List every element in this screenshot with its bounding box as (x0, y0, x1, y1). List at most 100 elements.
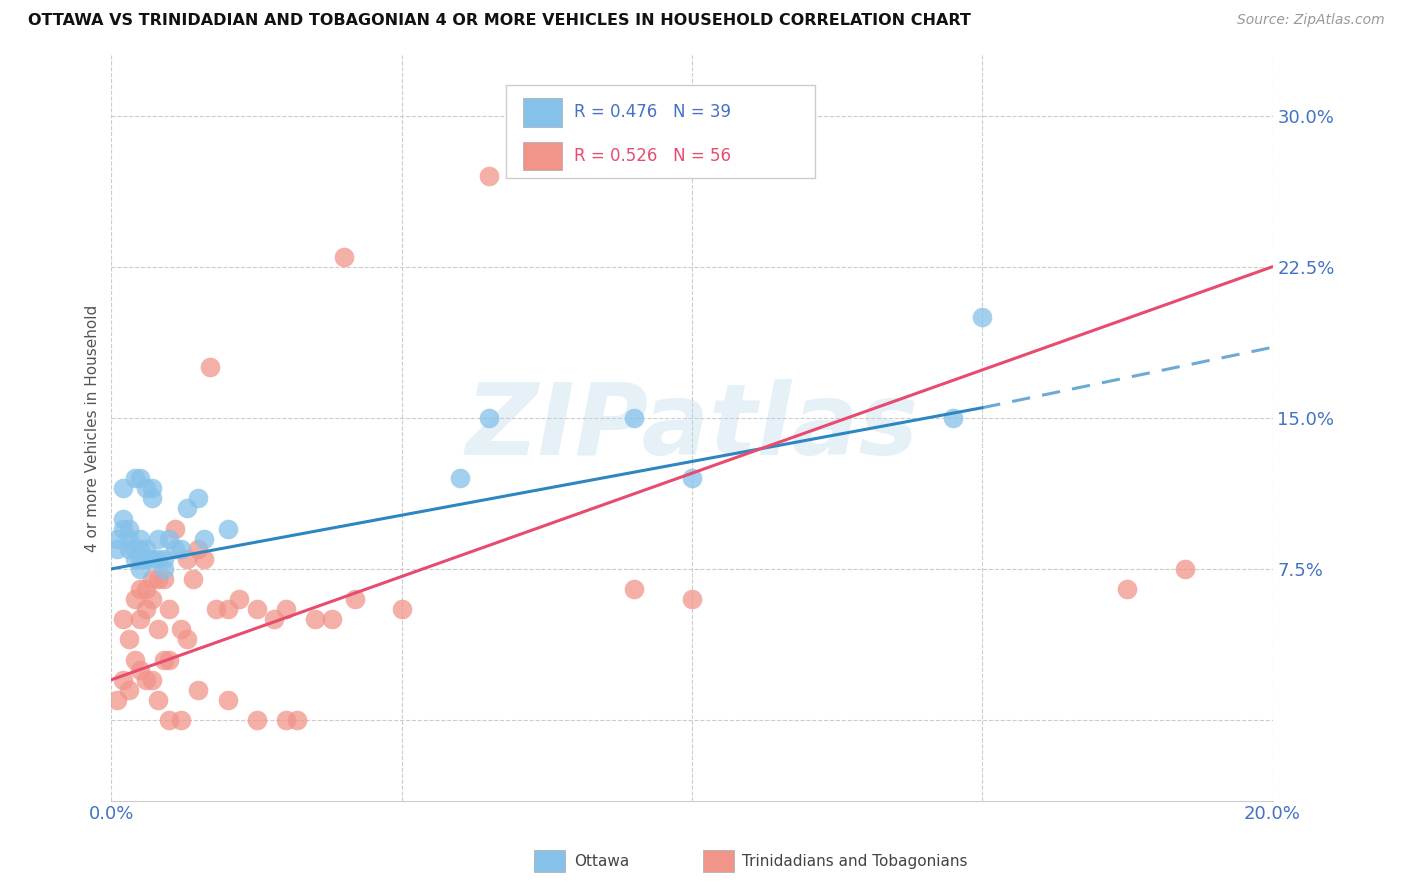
Point (111, 612, 134, 626)
Point (176, 501, 198, 516)
Point (170, 623, 193, 637)
Point (129, 582, 152, 596)
Point (141, 673, 163, 687)
Text: Ottawa: Ottawa (574, 854, 628, 869)
Point (152, 652, 174, 666)
Point (129, 552, 152, 566)
Point (118, 541, 141, 556)
Point (623, 582, 645, 596)
Point (170, 713, 193, 727)
Text: R = 0.526   N = 56: R = 0.526 N = 56 (574, 147, 731, 165)
Point (217, 522, 239, 536)
Point (165, 541, 187, 556)
Point (141, 592, 163, 607)
Point (217, 602, 239, 616)
Point (146, 532, 169, 546)
Text: ZIPatlas: ZIPatlas (465, 379, 918, 476)
Point (129, 663, 152, 677)
Point (1116, 582, 1139, 596)
Point (187, 682, 209, 697)
Point (449, 471, 471, 485)
Point (141, 552, 163, 566)
Point (152, 562, 174, 576)
Point (111, 673, 134, 687)
Point (146, 552, 169, 566)
Point (124, 471, 146, 485)
Point (152, 552, 174, 566)
Point (344, 592, 367, 607)
Point (141, 481, 163, 495)
Point (129, 471, 152, 485)
Point (478, 169, 501, 183)
Point (187, 491, 209, 506)
Point (198, 360, 221, 375)
Point (141, 491, 163, 506)
Point (506, 109, 529, 123)
Point (146, 623, 169, 637)
Point (135, 673, 157, 687)
Text: OTTAWA VS TRINIDADIAN AND TOBAGONIAN 4 OR MORE VEHICLES IN HOUSEHOLD CORRELATION: OTTAWA VS TRINIDADIAN AND TOBAGONIAN 4 O… (28, 13, 972, 29)
Point (135, 481, 157, 495)
Point (304, 612, 326, 626)
Point (652, 109, 675, 123)
Point (972, 310, 994, 324)
Point (118, 632, 141, 647)
Point (205, 602, 228, 616)
Point (135, 582, 157, 596)
Point (263, 612, 285, 626)
Point (135, 602, 157, 616)
Point (274, 602, 297, 616)
Point (187, 541, 209, 556)
Point (170, 541, 193, 556)
Point (193, 552, 215, 566)
Point (681, 471, 703, 485)
Point (129, 562, 152, 576)
Point (135, 541, 157, 556)
Point (146, 572, 169, 586)
Point (478, 410, 501, 425)
Point (141, 572, 163, 586)
Point (165, 522, 187, 536)
Point (111, 522, 134, 536)
Point (129, 612, 152, 626)
Point (681, 592, 703, 607)
Point (159, 713, 181, 727)
Point (942, 410, 965, 425)
Point (124, 592, 146, 607)
Point (176, 632, 198, 647)
Text: Source: ZipAtlas.com: Source: ZipAtlas.com (1237, 13, 1385, 28)
Point (193, 532, 215, 546)
Point (159, 652, 181, 666)
Y-axis label: 4 or more Vehicles in Household: 4 or more Vehicles in Household (86, 304, 100, 551)
Point (111, 511, 134, 525)
Point (623, 410, 645, 425)
Point (391, 602, 413, 616)
Point (118, 522, 141, 536)
Point (129, 532, 152, 546)
Point (118, 682, 141, 697)
Point (129, 541, 152, 556)
Point (245, 713, 267, 727)
Point (124, 552, 146, 566)
Text: R = 0.476   N = 39: R = 0.476 N = 39 (574, 103, 731, 121)
Point (274, 713, 297, 727)
Point (146, 693, 169, 707)
Point (105, 541, 128, 556)
Point (105, 532, 128, 546)
Point (217, 693, 239, 707)
Point (321, 612, 343, 626)
Point (124, 541, 146, 556)
Point (245, 602, 267, 616)
Point (135, 552, 157, 566)
Point (176, 552, 198, 566)
Point (159, 602, 181, 616)
Point (181, 572, 204, 586)
Point (228, 592, 250, 607)
Point (111, 481, 134, 495)
Point (285, 713, 308, 727)
Point (124, 652, 146, 666)
Point (152, 572, 174, 586)
Point (159, 532, 181, 546)
Point (118, 532, 141, 546)
Text: Trinidadians and Tobagonians: Trinidadians and Tobagonians (742, 854, 967, 869)
